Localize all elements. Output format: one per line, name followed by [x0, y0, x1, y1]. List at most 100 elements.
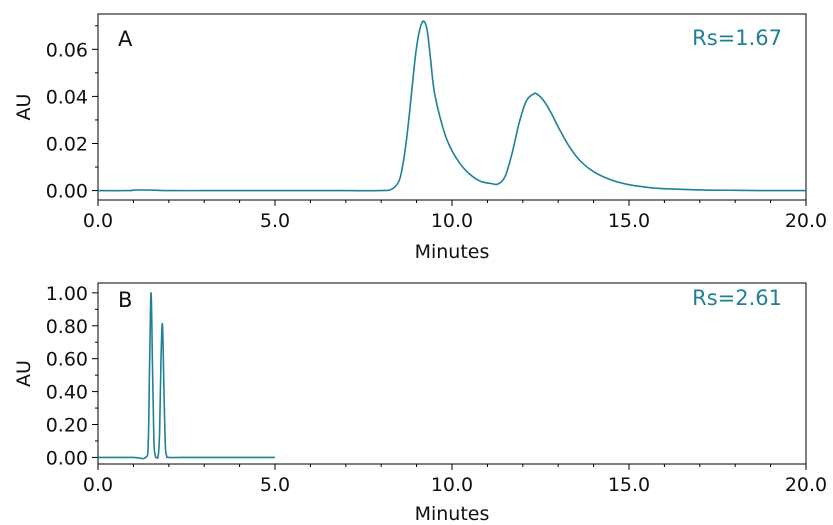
data-point	[497, 183, 498, 184]
data-point	[551, 112, 552, 113]
data-point	[204, 190, 205, 191]
chart-panel-a: 0.0 5.0 10.0 15.0 20.0 0.00 0.02 0.04 0.06 Minute…	[13, 13, 827, 263]
data-point	[310, 190, 311, 191]
panel-label: A	[118, 27, 133, 51]
y-tick-label: 0.20	[46, 415, 88, 437]
data-point	[402, 166, 403, 167]
data-point	[543, 101, 544, 102]
data-point	[526, 101, 527, 102]
data-point	[391, 189, 392, 190]
series-line	[97, 20, 806, 192]
data-point	[145, 457, 146, 458]
y-tick-label: 0.04	[46, 86, 88, 108]
data-point	[770, 190, 771, 191]
data-point	[420, 28, 421, 29]
data-point	[423, 20, 424, 21]
data-point	[593, 171, 594, 172]
x-tick-label: 15.0	[608, 210, 650, 232]
data-point	[168, 190, 169, 191]
data-point	[735, 190, 736, 191]
data-point	[186, 457, 187, 458]
data-point	[159, 432, 160, 433]
data-point	[441, 122, 442, 123]
data-point	[129, 190, 130, 191]
series-line	[98, 292, 275, 460]
data-point	[165, 444, 166, 445]
data-point	[133, 457, 134, 458]
plot-frame	[97, 282, 807, 465]
data-point	[97, 190, 98, 191]
data-point	[664, 188, 665, 189]
data-point	[480, 181, 481, 182]
y-axis-title: AU	[13, 94, 35, 121]
data-point	[458, 162, 459, 163]
data-point	[149, 358, 150, 359]
x-tick-label: 20.0	[785, 210, 827, 232]
y-tick-label: 0.60	[46, 349, 88, 371]
y-tick-label: 1.00	[46, 283, 88, 305]
data-point	[97, 457, 98, 458]
data-point	[412, 77, 413, 78]
y-tick-label: 0.02	[46, 133, 88, 155]
data-point	[163, 383, 164, 384]
data-point	[568, 145, 569, 146]
data-point	[398, 181, 399, 182]
chart-panel-b: 0.0 5.0 10.0 15.0 20.0 0.00 0.20 0.40 0.60 0.80 1.…	[13, 282, 827, 525]
data-point	[430, 60, 431, 61]
data-point	[133, 190, 134, 191]
data-point	[239, 190, 240, 191]
data-point	[448, 143, 449, 144]
x-tick-label: 0.0	[83, 210, 113, 232]
data-point	[155, 455, 156, 456]
data-point	[416, 46, 417, 47]
data-point	[805, 190, 806, 191]
y-tick-label: 0.40	[46, 382, 88, 404]
data-point	[628, 184, 629, 185]
data-point	[152, 366, 153, 367]
data-point	[156, 457, 157, 458]
data-point	[151, 292, 152, 293]
x-tick-label: 15.0	[608, 474, 650, 496]
data-point	[166, 455, 167, 456]
x-axis-title: Minutes	[415, 241, 490, 263]
data-point	[434, 91, 435, 92]
data-point	[158, 455, 159, 456]
data-point	[160, 358, 161, 359]
data-point	[505, 176, 506, 177]
x-tick-label: 0.0	[83, 474, 113, 496]
data-point	[611, 179, 612, 180]
data-point	[405, 143, 406, 144]
data-point	[153, 440, 154, 441]
data-point	[558, 126, 559, 127]
data-point	[345, 190, 346, 191]
data-point	[536, 93, 537, 94]
data-point	[409, 112, 410, 113]
y-tick-label: 0.80	[46, 316, 88, 338]
y-tick-label: 0.00	[46, 447, 88, 469]
panel-label: B	[118, 288, 132, 312]
data-point	[579, 159, 580, 160]
data-point	[519, 122, 520, 123]
x-tick-label: 5.0	[260, 210, 290, 232]
x-tick-label: 5.0	[260, 474, 290, 496]
resolution-annotation: Rs=2.61	[692, 286, 782, 310]
y-tick-label: 0.06	[46, 39, 88, 61]
data-point	[274, 190, 275, 191]
data-point	[168, 457, 169, 458]
data-point	[512, 152, 513, 153]
data-point	[204, 457, 205, 458]
data-point	[490, 183, 491, 184]
data-point	[162, 324, 163, 325]
y-tick-label: 0.00	[46, 181, 88, 203]
data-point	[239, 457, 240, 458]
x-tick-label: 20.0	[785, 474, 827, 496]
data-point	[469, 174, 470, 175]
data-point	[381, 190, 382, 191]
x-tick-label: 10.0	[431, 474, 473, 496]
data-point	[274, 457, 275, 458]
x-axis-title: Minutes	[415, 503, 490, 525]
data-point	[646, 187, 647, 188]
x-tick-label: 10.0	[431, 210, 473, 232]
data-point	[151, 190, 152, 191]
